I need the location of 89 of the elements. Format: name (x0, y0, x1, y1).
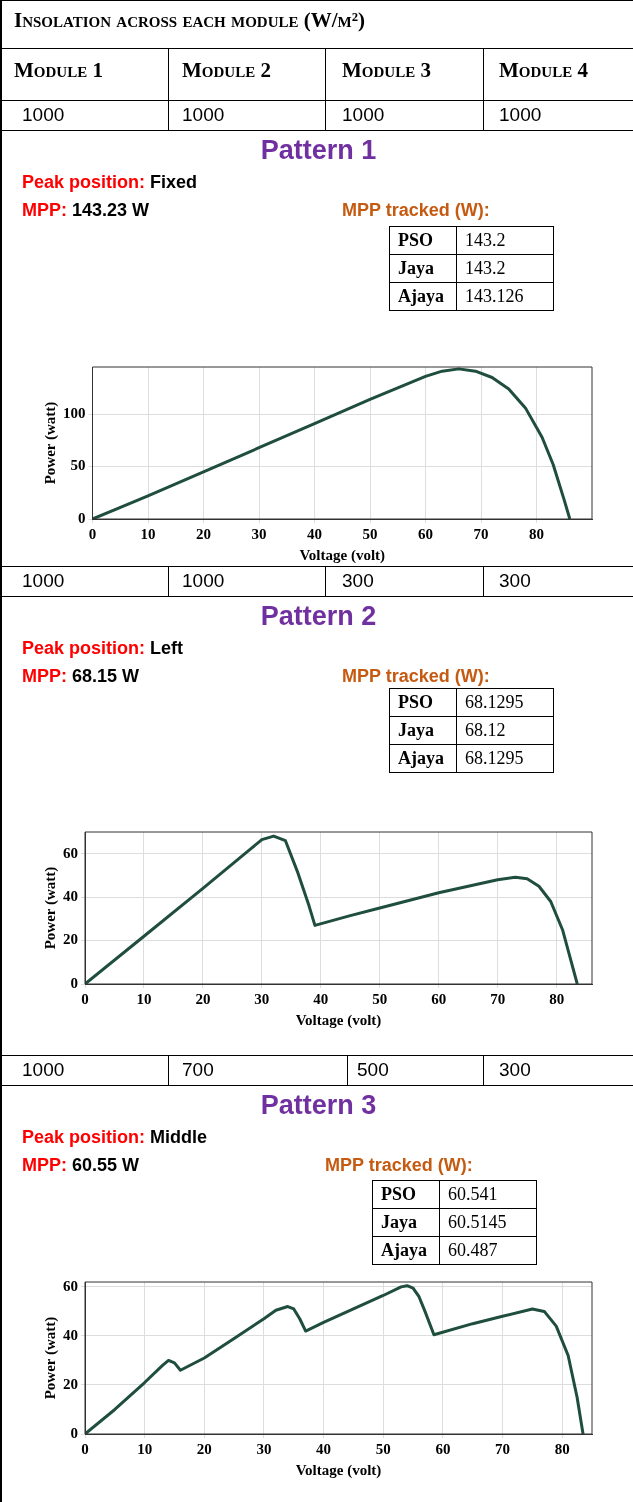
x-tick-label: 10 (140, 525, 156, 542)
y-tick-label: 60 (63, 1277, 78, 1294)
y-tick-label: 40 (63, 1326, 78, 1343)
text: Module 2 (182, 58, 271, 83)
y-tick-label: 0 (78, 509, 86, 526)
y-tick-label: 50 (70, 457, 86, 474)
text: MPP: 60.55 W (22, 1155, 140, 1175)
text: 60.541 (439, 1180, 537, 1209)
text: 500 (357, 1059, 389, 1081)
text: 1000 (342, 104, 385, 126)
y-axis-title: Power (watt) (41, 866, 59, 950)
x-tick-label: 60 (435, 1440, 451, 1457)
text: Peak position: Middle (22, 1127, 208, 1147)
y-tick-label: 20 (63, 1375, 78, 1392)
x-tick-label: 40 (313, 990, 329, 1007)
text: Module 4 (499, 58, 588, 83)
text: 1000 (182, 104, 225, 126)
x-tick-label: 0 (88, 525, 97, 542)
x-tick-label: 60 (418, 525, 433, 542)
text: MPP: 143.23 W (22, 200, 150, 220)
chart-title: Pattern 2 (259, 601, 378, 632)
text: Jaya (389, 716, 457, 745)
text: Ajaya (372, 1236, 440, 1265)
y-axis-title: Power (watt) (41, 1316, 59, 1400)
text: MPP tracked (W): (342, 200, 490, 221)
x-tick-label: 80 (554, 1440, 570, 1457)
x-tick-label: 40 (307, 525, 322, 542)
y-tick-label: 0 (70, 1424, 78, 1441)
y-tick-label: 20 (63, 931, 78, 948)
text: 300 (342, 570, 374, 592)
text: 68.1295 (456, 744, 554, 773)
x-tick-label: 10 (137, 1440, 153, 1457)
text: 300 (499, 570, 531, 592)
chart-title: Pattern 1 (259, 135, 378, 166)
text: Jaya (389, 254, 457, 283)
x-tick-label: 80 (549, 990, 565, 1007)
x-tick-label: 10 (136, 990, 152, 1007)
text: 1000 (22, 1059, 65, 1081)
text: Insolation across each module (W/m²) (14, 8, 366, 33)
text: Jaya (372, 1208, 440, 1237)
text: 143.2 (456, 226, 554, 255)
text: PSO (372, 1180, 440, 1209)
text: MPP: 68.15 W (22, 666, 140, 686)
text: 1000 (22, 104, 65, 126)
x-tick-label: 50 (362, 525, 378, 542)
x-tick-label: 30 (254, 990, 270, 1007)
text: 1000 (22, 570, 65, 592)
text: 143.126 (456, 282, 554, 311)
text: 68.12 (456, 716, 554, 745)
text: Module 1 (14, 58, 103, 83)
chart-title: Pattern 3 (259, 1090, 378, 1121)
text: Peak position: Left (22, 638, 184, 658)
text: 60.5145 (439, 1208, 537, 1237)
text: Ajaya (389, 744, 457, 773)
y-tick-label: 100 (63, 405, 86, 422)
text: Ajaya (389, 282, 457, 311)
y-tick-label: 40 (63, 888, 78, 905)
x-tick-label: 50 (375, 1440, 391, 1457)
text: 1000 (182, 570, 225, 592)
x-axis-title: Voltage (volt) (295, 1011, 382, 1029)
x-tick-label: 20 (196, 1440, 212, 1457)
text: 143.2 (456, 254, 554, 283)
text: Module 3 (342, 58, 431, 83)
text: MPP tracked (W): (342, 666, 490, 687)
x-tick-label: 30 (251, 525, 267, 542)
x-tick-label: 50 (372, 990, 388, 1007)
x-tick-label: 70 (495, 1440, 511, 1457)
text: 68.1295 (456, 688, 554, 717)
text: 1000 (499, 104, 542, 126)
y-tick-label: 0 (70, 974, 78, 991)
x-tick-label: 70 (490, 990, 506, 1007)
x-tick-label: 20 (196, 525, 211, 542)
x-axis-title: Voltage (volt) (299, 546, 386, 564)
text: PSO (389, 688, 457, 717)
x-tick-label: 20 (195, 990, 211, 1007)
y-tick-label: 60 (63, 844, 78, 861)
x-tick-label: 60 (431, 990, 447, 1007)
text: PSO (389, 226, 457, 255)
text: Peak position: Fixed (22, 172, 198, 192)
x-tick-label: 40 (316, 1440, 332, 1457)
x-axis-title: Voltage (volt) (295, 1461, 382, 1479)
x-tick-label: 30 (256, 1440, 272, 1457)
text: 60.487 (439, 1236, 537, 1265)
y-axis-title: Power (watt) (41, 401, 59, 485)
text: 700 (182, 1059, 214, 1081)
text: 300 (499, 1059, 531, 1081)
text: MPP tracked (W): (325, 1155, 473, 1176)
x-tick-label: 70 (473, 525, 489, 542)
x-tick-label: 80 (529, 525, 544, 542)
